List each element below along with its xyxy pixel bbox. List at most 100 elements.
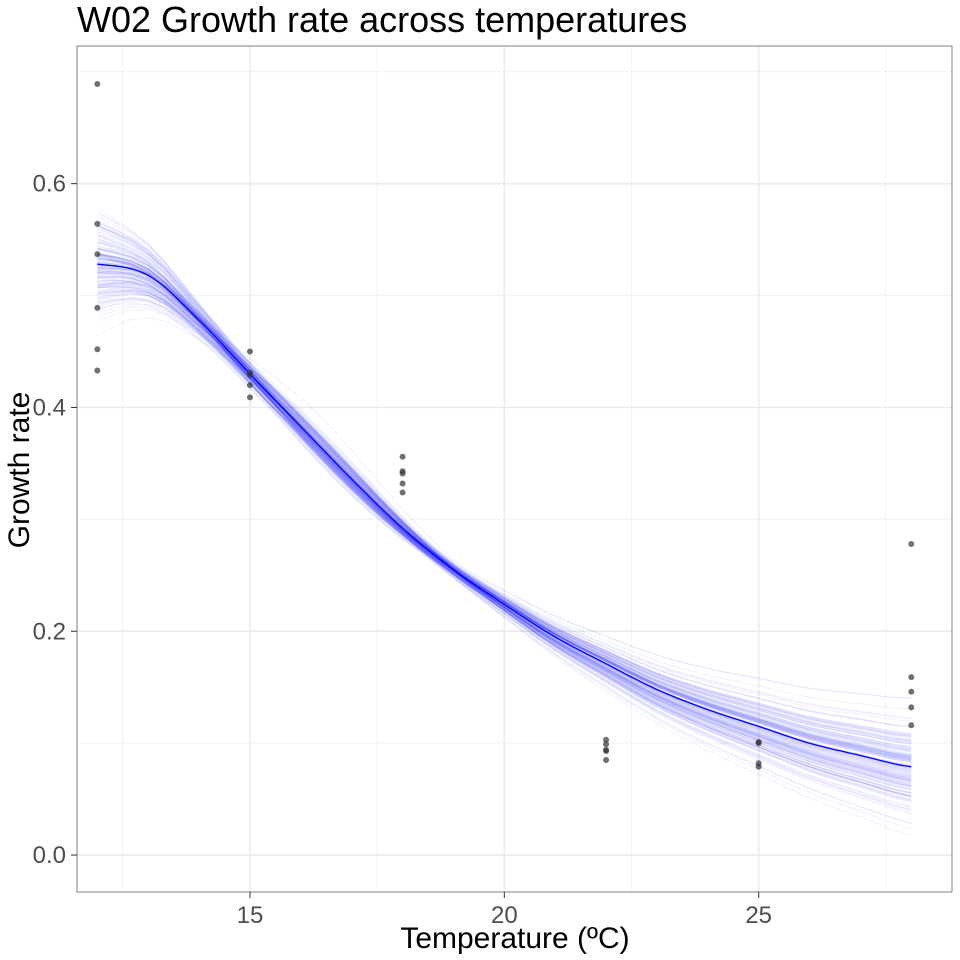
posterior-line bbox=[97, 306, 912, 756]
data-point bbox=[908, 688, 915, 695]
posterior-line bbox=[97, 285, 912, 798]
data-point bbox=[94, 220, 101, 227]
posterior-line bbox=[97, 253, 912, 710]
posterior-line bbox=[97, 235, 912, 787]
posterior-line bbox=[97, 254, 912, 718]
posterior-line bbox=[97, 281, 912, 781]
data-point bbox=[755, 740, 762, 747]
y-axis-ticks: 0.0 0.2 0.4 0.6 bbox=[33, 171, 77, 869]
posterior-line bbox=[97, 262, 912, 798]
posterior-lines bbox=[96, 207, 912, 836]
posterior-line bbox=[97, 265, 912, 787]
posterior-line bbox=[97, 300, 912, 781]
posterior-line bbox=[97, 286, 912, 748]
posterior-line bbox=[97, 211, 912, 764]
posterior-line bbox=[97, 267, 912, 797]
posterior-line bbox=[97, 263, 912, 750]
posterior-line bbox=[97, 254, 912, 760]
x-axis-title: Temperature (ºC) bbox=[400, 922, 629, 955]
posterior-line bbox=[97, 252, 912, 741]
posterior-line bbox=[97, 261, 912, 738]
y-tick-label: 0.4 bbox=[33, 394, 66, 421]
grid-major bbox=[77, 46, 952, 892]
posterior-line bbox=[97, 219, 912, 803]
chart-title: W02 Growth rate across temperatures bbox=[77, 0, 687, 40]
posterior-line bbox=[97, 225, 912, 779]
posterior-line bbox=[97, 267, 912, 796]
posterior-line bbox=[97, 245, 912, 745]
y-tick-label: 0.0 bbox=[33, 842, 66, 869]
posterior-line bbox=[97, 272, 912, 757]
posterior-line bbox=[97, 222, 912, 784]
y-axis-title: Growth rate bbox=[3, 392, 36, 549]
posterior-line bbox=[97, 284, 912, 728]
posterior-line bbox=[97, 303, 912, 795]
y-tick-label: 0.6 bbox=[33, 171, 66, 198]
grid-minor bbox=[77, 46, 952, 892]
posterior-line bbox=[97, 271, 912, 775]
posterior-line bbox=[97, 262, 912, 741]
posterior-line bbox=[97, 298, 912, 797]
data-point bbox=[908, 704, 915, 711]
posterior-line bbox=[97, 281, 912, 735]
data-point bbox=[94, 304, 101, 311]
posterior-line bbox=[97, 292, 912, 780]
posterior-line bbox=[97, 292, 912, 779]
data-point bbox=[246, 394, 253, 401]
posterior-line bbox=[97, 267, 912, 761]
posterior-line bbox=[97, 298, 912, 743]
posterior-line bbox=[97, 282, 912, 811]
posterior-line bbox=[97, 277, 912, 759]
posterior-line bbox=[97, 308, 912, 744]
posterior-line bbox=[97, 260, 912, 760]
posterior-line bbox=[97, 271, 912, 735]
posterior-line bbox=[97, 259, 912, 761]
posterior-line bbox=[97, 268, 912, 760]
data-point bbox=[603, 741, 610, 748]
posterior-line bbox=[97, 238, 912, 815]
posterior-line bbox=[97, 271, 912, 782]
posterior-line bbox=[97, 302, 912, 743]
posterior-line bbox=[96, 207, 912, 699]
posterior-line bbox=[97, 257, 912, 751]
posterior-line bbox=[97, 225, 912, 699]
posterior-line bbox=[97, 240, 912, 782]
posterior-line bbox=[97, 283, 912, 759]
posterior-line bbox=[97, 216, 912, 791]
posterior-line bbox=[97, 246, 912, 781]
posterior-line bbox=[97, 288, 912, 742]
posterior-line bbox=[97, 248, 912, 722]
data-point bbox=[603, 748, 610, 754]
posterior-line bbox=[97, 253, 912, 739]
posterior-line bbox=[97, 255, 912, 760]
posterior-line bbox=[97, 296, 912, 782]
posterior-line bbox=[97, 276, 912, 788]
posterior-line bbox=[97, 233, 912, 797]
x-tick-label: 15 bbox=[237, 902, 264, 929]
posterior-line bbox=[97, 270, 912, 753]
posterior-line bbox=[97, 267, 912, 763]
posterior-line bbox=[97, 275, 912, 762]
posterior-line bbox=[97, 279, 912, 758]
posterior-line bbox=[97, 254, 912, 788]
posterior-line bbox=[97, 234, 912, 785]
posterior-line bbox=[97, 286, 912, 771]
posterior-line bbox=[97, 254, 912, 836]
posterior-line bbox=[97, 261, 912, 734]
posterior-line bbox=[97, 230, 912, 786]
posterior-line bbox=[97, 291, 912, 785]
posterior-line bbox=[97, 275, 912, 787]
data-point bbox=[908, 674, 915, 681]
data-point bbox=[399, 480, 406, 487]
y-tick-label: 0.2 bbox=[33, 618, 66, 645]
posterior-line bbox=[97, 253, 912, 748]
panel-border bbox=[76, 45, 953, 893]
posterior-line bbox=[97, 267, 912, 811]
posterior-line bbox=[97, 316, 912, 801]
posterior-line bbox=[97, 275, 912, 744]
posterior-line bbox=[97, 290, 912, 749]
data-point bbox=[246, 372, 253, 378]
posterior-line bbox=[97, 252, 912, 797]
posterior-line bbox=[97, 242, 912, 777]
